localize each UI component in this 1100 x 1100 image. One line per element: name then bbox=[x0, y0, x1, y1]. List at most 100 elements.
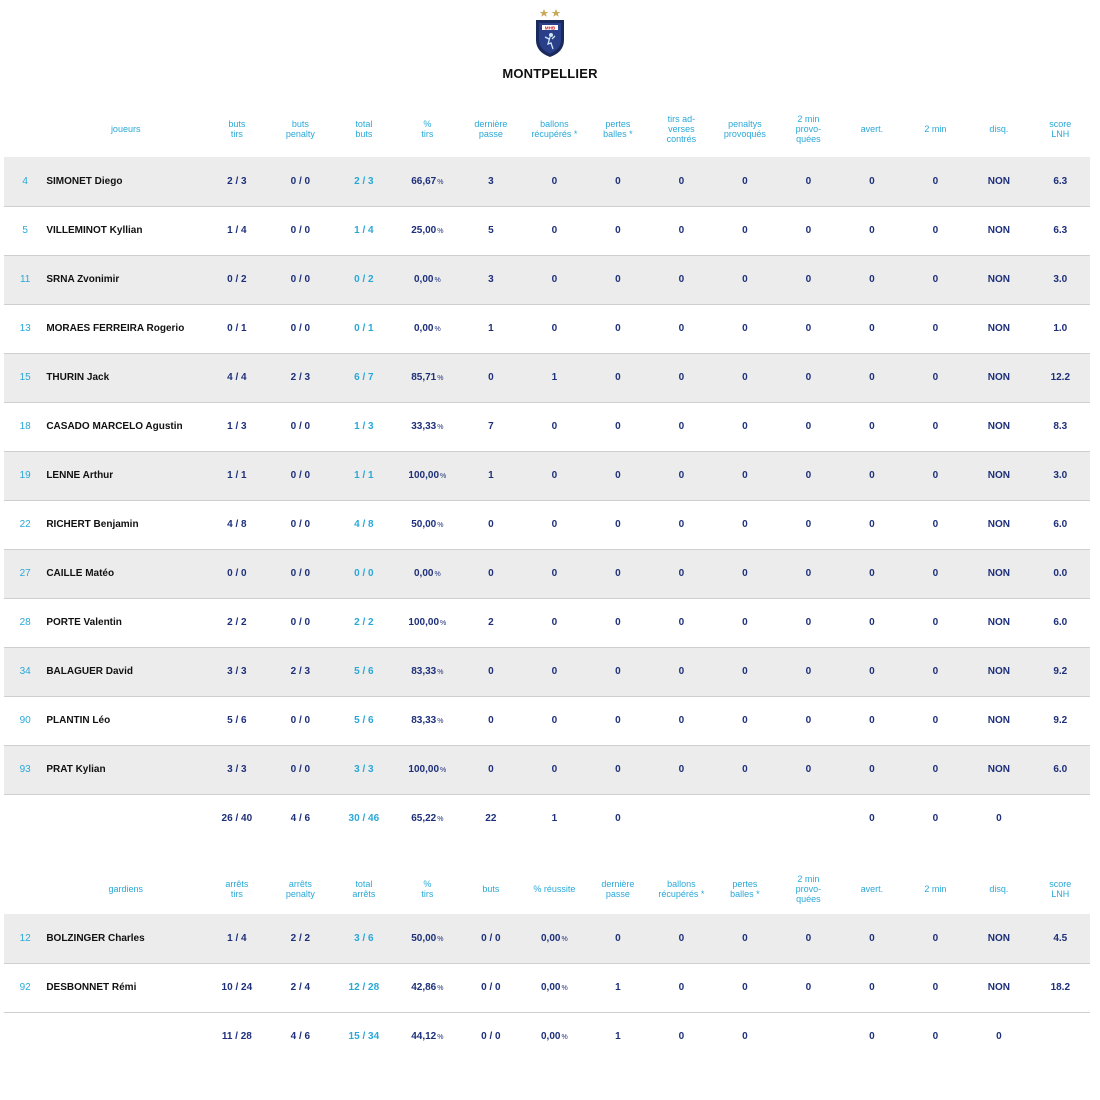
percent-unit: % bbox=[434, 571, 441, 578]
percent-unit: % bbox=[440, 767, 447, 774]
stat-dp: 0 bbox=[488, 715, 494, 726]
player-row: 4 SIMONET Diego 2 / 3 0 / 0 2 / 3 66,67% 3 0 0 0 0… bbox=[4, 157, 1090, 206]
players-table: joueurs buts tirs buts penalty total buts% tirs… bbox=[4, 101, 1090, 842]
percent-value: 85,71 bbox=[411, 372, 437, 383]
percent-unit: % bbox=[437, 228, 444, 235]
stat-total: 1 / 4 bbox=[354, 225, 374, 236]
percent-value: 83,33 bbox=[411, 715, 437, 726]
stat-buts_tirs: 0 / 2 bbox=[227, 274, 247, 285]
total-pb: 0 bbox=[615, 812, 621, 824]
keepers-col-header: % tirs bbox=[421, 879, 434, 899]
stat-avert: 0 bbox=[869, 982, 875, 993]
stat-buts: 0 / 0 bbox=[481, 932, 501, 944]
stat-total: 3 / 3 bbox=[354, 764, 374, 775]
stat-pp: 0 bbox=[742, 617, 748, 628]
players-col-header: ballons récupérés * bbox=[531, 119, 578, 139]
stat-disq: NON bbox=[987, 617, 1010, 628]
players-col-header: 2 min provo-quées bbox=[795, 114, 822, 144]
percent-value: 33,33 bbox=[411, 421, 437, 432]
stat-avert: 0 bbox=[869, 715, 875, 726]
stat-buts_tirs: 2 / 3 bbox=[227, 175, 247, 187]
stat-two: 0 bbox=[932, 666, 939, 677]
percent-unit: % bbox=[437, 522, 444, 529]
stat-disq: NON bbox=[987, 421, 1010, 432]
stat-pp: 0 bbox=[742, 715, 748, 726]
players-col-header: dernière passe bbox=[474, 119, 508, 139]
jersey-number: 5 bbox=[22, 225, 28, 236]
stat-total: 5 / 6 bbox=[354, 715, 374, 726]
stat-avert: 0 bbox=[869, 421, 875, 432]
stat-pp: 0 bbox=[742, 175, 748, 187]
stat-mp: 0 bbox=[805, 274, 812, 285]
percent-unit: % bbox=[437, 669, 444, 676]
percent-cell: 42,86% bbox=[396, 963, 460, 1012]
stat-br: 0 bbox=[551, 519, 558, 530]
percent-cell: 100,00% bbox=[396, 745, 460, 794]
totals-spacer bbox=[4, 1012, 46, 1060]
stat-score: 1.0 bbox=[1053, 323, 1068, 334]
stat-tac: 0 bbox=[678, 764, 685, 775]
percent-cell: 0,00% bbox=[396, 304, 460, 353]
keepers-col-header: % réussite bbox=[533, 884, 576, 894]
stat-br: 0 bbox=[551, 470, 558, 481]
keepers-col-header: avert. bbox=[860, 884, 884, 894]
stat-mp: 0 bbox=[805, 372, 812, 383]
header-spacer bbox=[4, 101, 46, 157]
total-avert: 0 bbox=[869, 812, 875, 824]
keepers-col-header: 2 min bbox=[924, 884, 947, 894]
stat-penalty: 2 / 3 bbox=[290, 666, 311, 677]
percent-value: 100,00 bbox=[408, 617, 440, 628]
percent-value: 0,00 bbox=[413, 323, 434, 334]
stat-pb: 0 bbox=[742, 932, 748, 944]
percent-value: 42,86 bbox=[411, 982, 437, 993]
percent-cell: 83,33% bbox=[396, 647, 460, 696]
total-penalty: 4 / 6 bbox=[290, 1030, 311, 1042]
stat-buts_tirs: 3 / 3 bbox=[227, 764, 247, 775]
totals-empty bbox=[1031, 794, 1090, 842]
percent-value: 44,12 bbox=[411, 1030, 437, 1042]
jersey-number: 90 bbox=[19, 715, 31, 726]
percent-cell: 0,00% bbox=[523, 1012, 587, 1060]
stat-penalty: 0 / 0 bbox=[290, 715, 311, 726]
player-name: VILLEMINOT Kyllian bbox=[46, 225, 143, 236]
stat-pp: 0 bbox=[742, 274, 748, 285]
totals-empty bbox=[713, 794, 777, 842]
players-col-header: % tirs bbox=[421, 119, 434, 139]
totals-empty bbox=[777, 794, 841, 842]
stat-mp: 0 bbox=[805, 470, 812, 481]
stat-pb: 0 bbox=[615, 421, 621, 432]
stat-score: 9.2 bbox=[1053, 666, 1068, 677]
percent-value: 0,00 bbox=[413, 274, 434, 285]
stat-avert: 0 bbox=[869, 519, 875, 530]
player-row: 5 VILLEMINOT Kyllian 1 / 4 0 / 0 1 / 4 25,00%… bbox=[4, 206, 1090, 255]
stat-mp: 0 bbox=[805, 764, 812, 775]
stat-penalty: 2 / 2 bbox=[290, 932, 311, 944]
player-row: 22 RICHERT Benjamin 4 / 8 0 / 0 4 / 8 50,00% 0… bbox=[4, 500, 1090, 549]
stat-pb: 0 bbox=[615, 519, 621, 530]
stat-avert: 0 bbox=[869, 568, 875, 579]
stat-total: 1 / 1 bbox=[354, 470, 374, 481]
stat-buts_tirs: 2 / 2 bbox=[227, 617, 247, 628]
stat-two: 0 bbox=[932, 715, 939, 726]
stat-br: 0 bbox=[551, 715, 558, 726]
stat-score: 9.2 bbox=[1053, 715, 1068, 726]
stat-total: 12 / 28 bbox=[348, 982, 380, 993]
stat-penalty: 0 / 0 bbox=[290, 175, 311, 187]
stat-disq: NON bbox=[987, 764, 1010, 775]
stat-two: 0 bbox=[932, 372, 939, 383]
stat-penalty: 0 / 0 bbox=[290, 617, 311, 628]
stat-two: 0 bbox=[932, 323, 939, 334]
percent-value: 50,00 bbox=[411, 519, 437, 530]
jersey-number: 34 bbox=[19, 666, 31, 677]
percent-cell: 100,00% bbox=[396, 451, 460, 500]
keepers-col-header: 2 min provo-quées bbox=[795, 874, 822, 904]
stat-buts_tirs: 4 / 4 bbox=[227, 372, 247, 383]
stat-dp: 1 bbox=[488, 323, 494, 334]
stat-pb: 0 bbox=[615, 225, 621, 236]
percent-cell: 85,71% bbox=[396, 353, 460, 402]
stat-pp: 0 bbox=[742, 372, 748, 383]
total-total: 30 / 46 bbox=[348, 812, 380, 824]
total-arrets_tirs: 11 / 28 bbox=[221, 1030, 252, 1042]
totals-spacer bbox=[46, 794, 205, 842]
stat-dp: 1 bbox=[615, 982, 621, 993]
